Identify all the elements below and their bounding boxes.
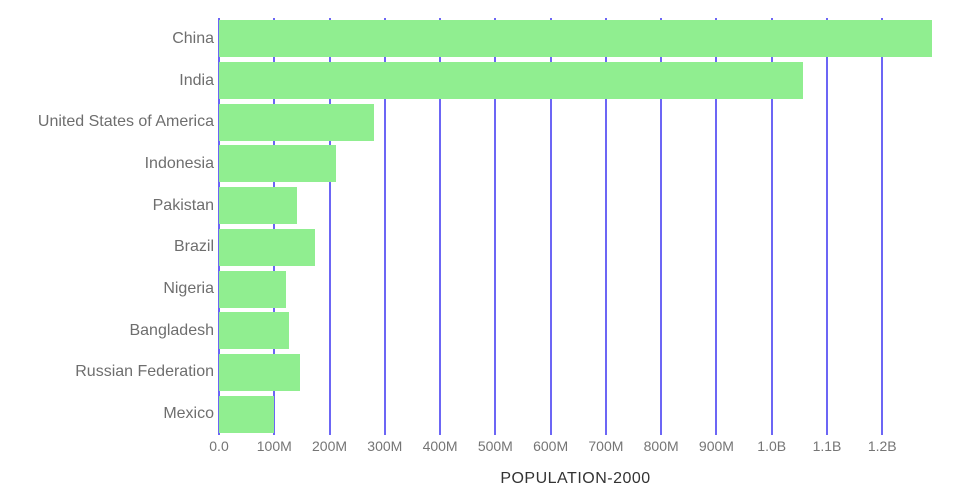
bar-russian-federation[interactable] [219, 353, 301, 391]
x-tick-label: 400M [422, 438, 458, 454]
x-tick-label: 1.1B [812, 438, 842, 454]
bar-indonesia[interactable] [219, 145, 337, 183]
gridline-400M [439, 18, 442, 435]
bar-mexico[interactable] [219, 395, 275, 433]
plot-area [218, 18, 932, 435]
chart-title: POPULATION-2000 [500, 470, 651, 487]
gridline-100M [273, 18, 276, 435]
bar-nigeria[interactable] [219, 270, 286, 308]
x-tick-label: 700M [588, 438, 624, 454]
category-label: Indonesia [144, 154, 214, 172]
y-axis-category-labels: China India United States of America Indone… [0, 18, 214, 435]
x-tick-label: 200M [312, 438, 348, 454]
gridline-600M [549, 18, 552, 435]
gridline-900M [715, 18, 718, 435]
gridline-700M [604, 18, 607, 435]
x-tick-label: 1.0B [757, 438, 787, 454]
x-tick-label: 500M [477, 438, 513, 454]
bar-bangladesh[interactable] [219, 312, 289, 350]
x-tick-label: 0.0 [209, 438, 229, 454]
category-label: Nigeria [163, 279, 214, 297]
x-tick-label: 100M [256, 438, 292, 454]
gridline-1.2B [881, 18, 884, 435]
bar-united-states-of-america[interactable] [219, 103, 375, 141]
gridline-200M [328, 18, 331, 435]
bar-brazil[interactable] [219, 228, 316, 266]
gridline-1.0B [770, 18, 773, 435]
x-axis-tick-labels: 0.0 100M 200M 300M 400M 500M 600M 700M 800M 900M 1… [209, 438, 932, 456]
x-tick-label: 1.2B [867, 438, 897, 454]
x-tick-label: 300M [367, 438, 403, 454]
x-tick-label: 900M [698, 438, 734, 454]
gridline-800M [660, 18, 663, 435]
gridline-500M [494, 18, 497, 435]
category-label: United States of America [37, 113, 214, 131]
category-label: China [172, 29, 214, 47]
gridline-1.1B [825, 18, 828, 435]
x-tick-label: 600M [533, 438, 569, 454]
category-label: India [179, 71, 214, 89]
bar-china[interactable] [219, 20, 932, 58]
category-label: Mexico [163, 405, 214, 423]
category-label: Bangladesh [129, 321, 214, 339]
category-label: Pakistan [152, 196, 214, 214]
bar-india[interactable] [219, 62, 803, 100]
bar-pakistan[interactable] [219, 187, 297, 225]
category-label: Russian Federation [75, 363, 214, 381]
gridline-300M [383, 18, 386, 435]
gridline-0.0 [218, 18, 220, 435]
category-label: Brazil [173, 238, 214, 256]
x-tick-label: 800M [643, 438, 679, 454]
